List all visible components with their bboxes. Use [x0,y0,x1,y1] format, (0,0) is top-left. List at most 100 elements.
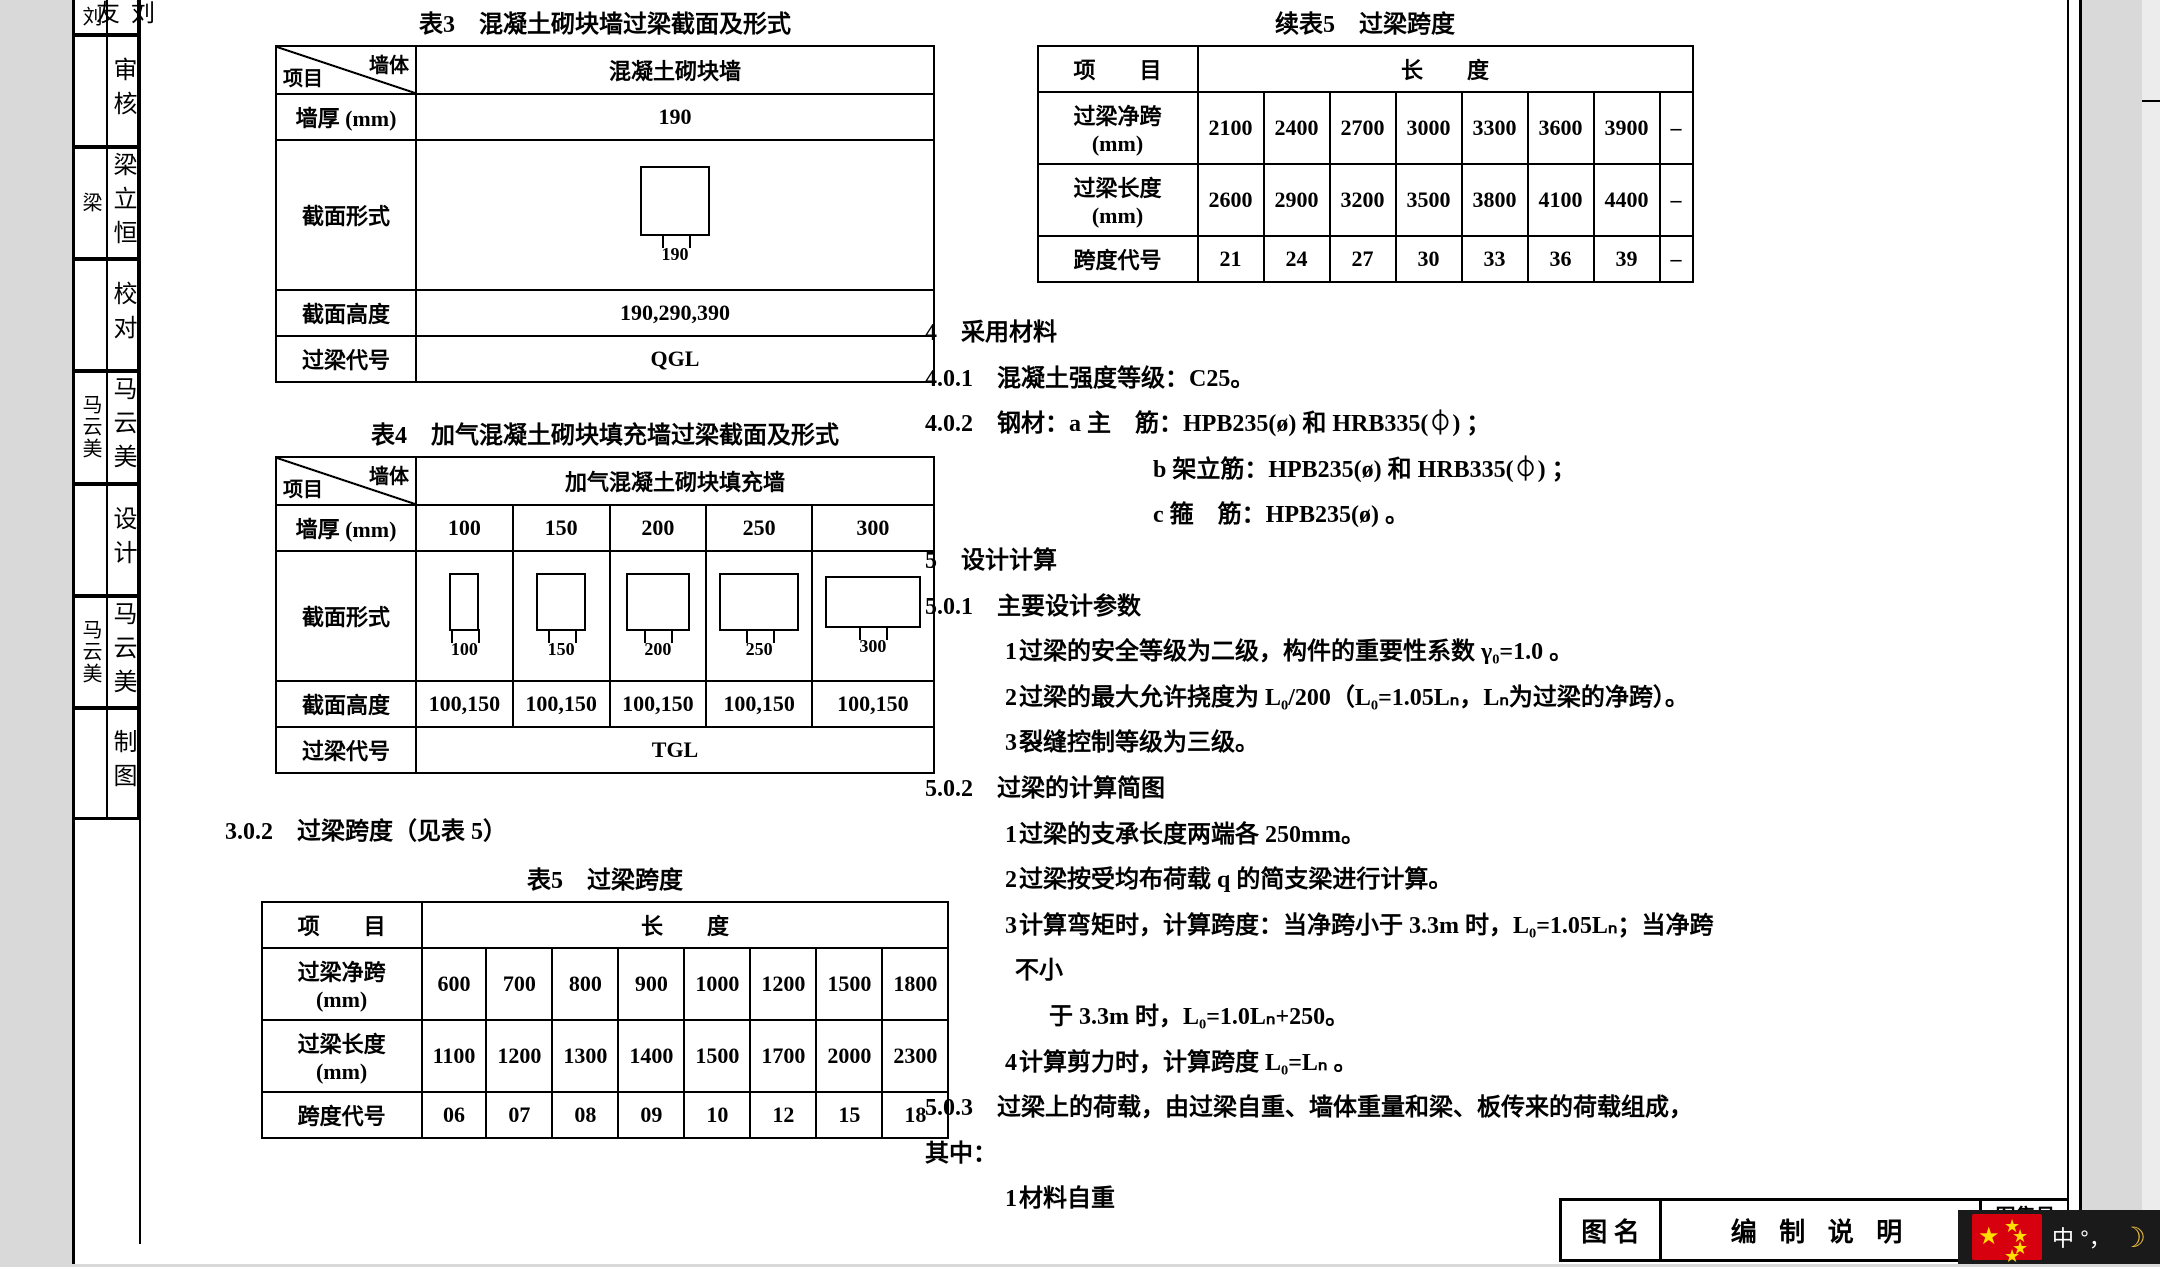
sec402b: b 架立筋：HPB235(ø) 和 HRB335(⏀) ； [1153,448,1715,494]
role: 校对 [106,261,137,369]
tb-name-label: 图 名 [1559,1198,1659,1262]
table3-colheader: 混凝土砌块墙 [416,46,934,94]
t5-len: 长 度 [422,902,949,948]
cell: 3000 [1396,92,1462,164]
table3: 项目墙体 混凝土砌块墙 墙厚 (mm)190 截面形式 190 截面高度190,… [275,45,935,383]
cell: 1300 [552,1020,618,1092]
t5-item: 项 目 [262,902,422,948]
t3-thk-val: 190 [416,94,934,140]
t4-thk-label: 墙厚 (mm) [276,505,416,551]
t4-h: 100,150 [416,681,513,727]
t4-thk: 100 [416,505,513,551]
sec501: 5.0.1 主要设计参数 [925,585,1715,631]
t4-sec: 150 [513,551,610,681]
scroll-thumb[interactable] [2142,100,2160,102]
cell: 27 [1330,236,1396,282]
cell: 1500 [816,948,882,1020]
cell: 2100 [1198,92,1264,164]
sig [75,710,106,817]
t3-thk-label: 墙厚 (mm) [276,94,416,140]
table4-diag-header: 项目墙体 [276,457,416,505]
role: 制图 [106,710,137,817]
sec502: 5.0.2 过梁的计算简图 [925,767,1715,813]
sec4: 4 采用材料 [925,311,1715,357]
t3-h-label: 截面高度 [276,290,416,336]
cell: 33 [1462,236,1528,282]
cell: 3200 [1330,164,1396,236]
sec501-1: 1过梁的安全等级为二级，构件的重要性系数 γ₀=1.0 。 [1015,630,1715,676]
table3-diag-header: 项目墙体 [276,46,416,94]
left-column: 表3 混凝土砌块墙过梁截面及形式 项目墙体 混凝土砌块墙 墙厚 (mm)190 … [255,0,955,1139]
cell: 3600 [1528,92,1594,164]
t4-thk: 300 [812,505,934,551]
t5c-r2l: 过梁长度(mm) [1038,164,1198,236]
table3-caption: 表3 混凝土砌块墙过梁截面及形式 [255,4,955,39]
cell: 600 [422,948,487,1020]
sec501-3: 3裂缝控制等级为三级。 [1015,721,1715,767]
t4-h: 100,150 [513,681,610,727]
cell: 1000 [684,948,750,1020]
cell: 24 [1264,236,1330,282]
t4-h: 100,150 [706,681,812,727]
cell: 3300 [1462,92,1528,164]
sec502-3b: 于 3.3m 时，L₀=1.0Lₙ+250。 [1049,995,1715,1041]
ime-indicator[interactable]: 中 °， [2052,1221,2111,1253]
right-column: 续表5 过梁跨度 项 目长 度 过梁净跨(mm) 210024002700300… [1015,0,1715,1223]
sec401: 4.0.1 混凝土强度等级：C25。 [925,357,1715,403]
role: 马云美 [106,373,137,481]
table5c: 项 目长 度 过梁净跨(mm) 210024002700300033003600… [1037,45,1694,283]
cell: 800 [552,948,618,1020]
table5c-caption: 续表5 过梁跨度 [1015,4,1715,39]
role: 马云美 [106,598,137,706]
t4-sec: 250 [706,551,812,681]
cell: 1800 [882,948,948,1020]
t5-r1l: 过梁净跨(mm) [262,948,422,1020]
sig: 梁 [75,149,106,257]
t4-h: 100,150 [812,681,934,727]
sec502-3: 3计算弯矩时，计算跨度：当净跨小于 3.3m 时，L₀=1.05Lₙ；当净跨不小 [1015,904,1715,995]
cell: 900 [618,948,684,1020]
sec502-2: 2过梁按受均布荷载 q 的简支梁进行计算。 [1015,858,1715,904]
t4-thk: 200 [610,505,707,551]
section-shape [640,166,710,236]
flag-icon: ★ ★ ★ ★ ★ [1972,1214,2042,1260]
cell: 1200 [750,948,816,1020]
section-dim: 190 [640,240,710,265]
scrollbar[interactable] [2142,0,2160,1264]
cell: 2600 [1198,164,1264,236]
cell: 2900 [1264,164,1330,236]
t4-thk: 150 [513,505,610,551]
cell: 700 [486,948,552,1020]
cell: 1200 [486,1020,552,1092]
t5c-r3l: 跨度代号 [1038,236,1198,282]
sig: 马云美 [75,598,106,706]
t4-sec-label: 截面形式 [276,551,416,681]
table5: 项 目长 度 过梁净跨(mm) 600700800900100012001500… [261,901,950,1139]
sig [75,261,106,369]
cell: 2400 [1264,92,1330,164]
cell: 2700 [1330,92,1396,164]
cell: 3500 [1396,164,1462,236]
sec5: 5 设计计算 [925,539,1715,585]
t4-thk: 250 [706,505,812,551]
system-tray[interactable]: ★ ★ ★ ★ ★ 中 °， ☽ [1958,1210,2160,1264]
cell: 30 [1396,236,1462,282]
cell: 12 [750,1092,816,1138]
sig [75,37,106,145]
cell: 10 [684,1092,750,1138]
moon-icon: ☽ [2121,1221,2146,1254]
cell: 21 [1198,236,1264,282]
t4-h: 100,150 [610,681,707,727]
t4-sec: 100 [416,551,513,681]
t4-sec: 300 [812,551,934,681]
signature-sidebar: 刘刘友 审核 梁梁立恒 校对 马云美马云美 设计 马云美马云美 制图 [75,0,139,820]
sec402c: c 箍 筋：HPB235(ø) 。 [1153,493,1715,539]
sec501-2: 2过梁的最大允许挠度为 L₀/200（L₀=1.05Lₙ，Lₙ为过梁的净跨）。 [1015,676,1715,722]
cell: 06 [422,1092,487,1138]
cell: 08 [552,1092,618,1138]
t5-r2l: 过梁长度(mm) [262,1020,422,1092]
sec502-1: 1过梁的支承长度两端各 250mm。 [1015,813,1715,859]
role: 审核 [106,37,137,145]
table4: 项目墙体 加气混凝土砌块填充墙 墙厚 (mm) 100 150 200 250 … [275,456,935,774]
t4-code-val: TGL [416,727,934,773]
